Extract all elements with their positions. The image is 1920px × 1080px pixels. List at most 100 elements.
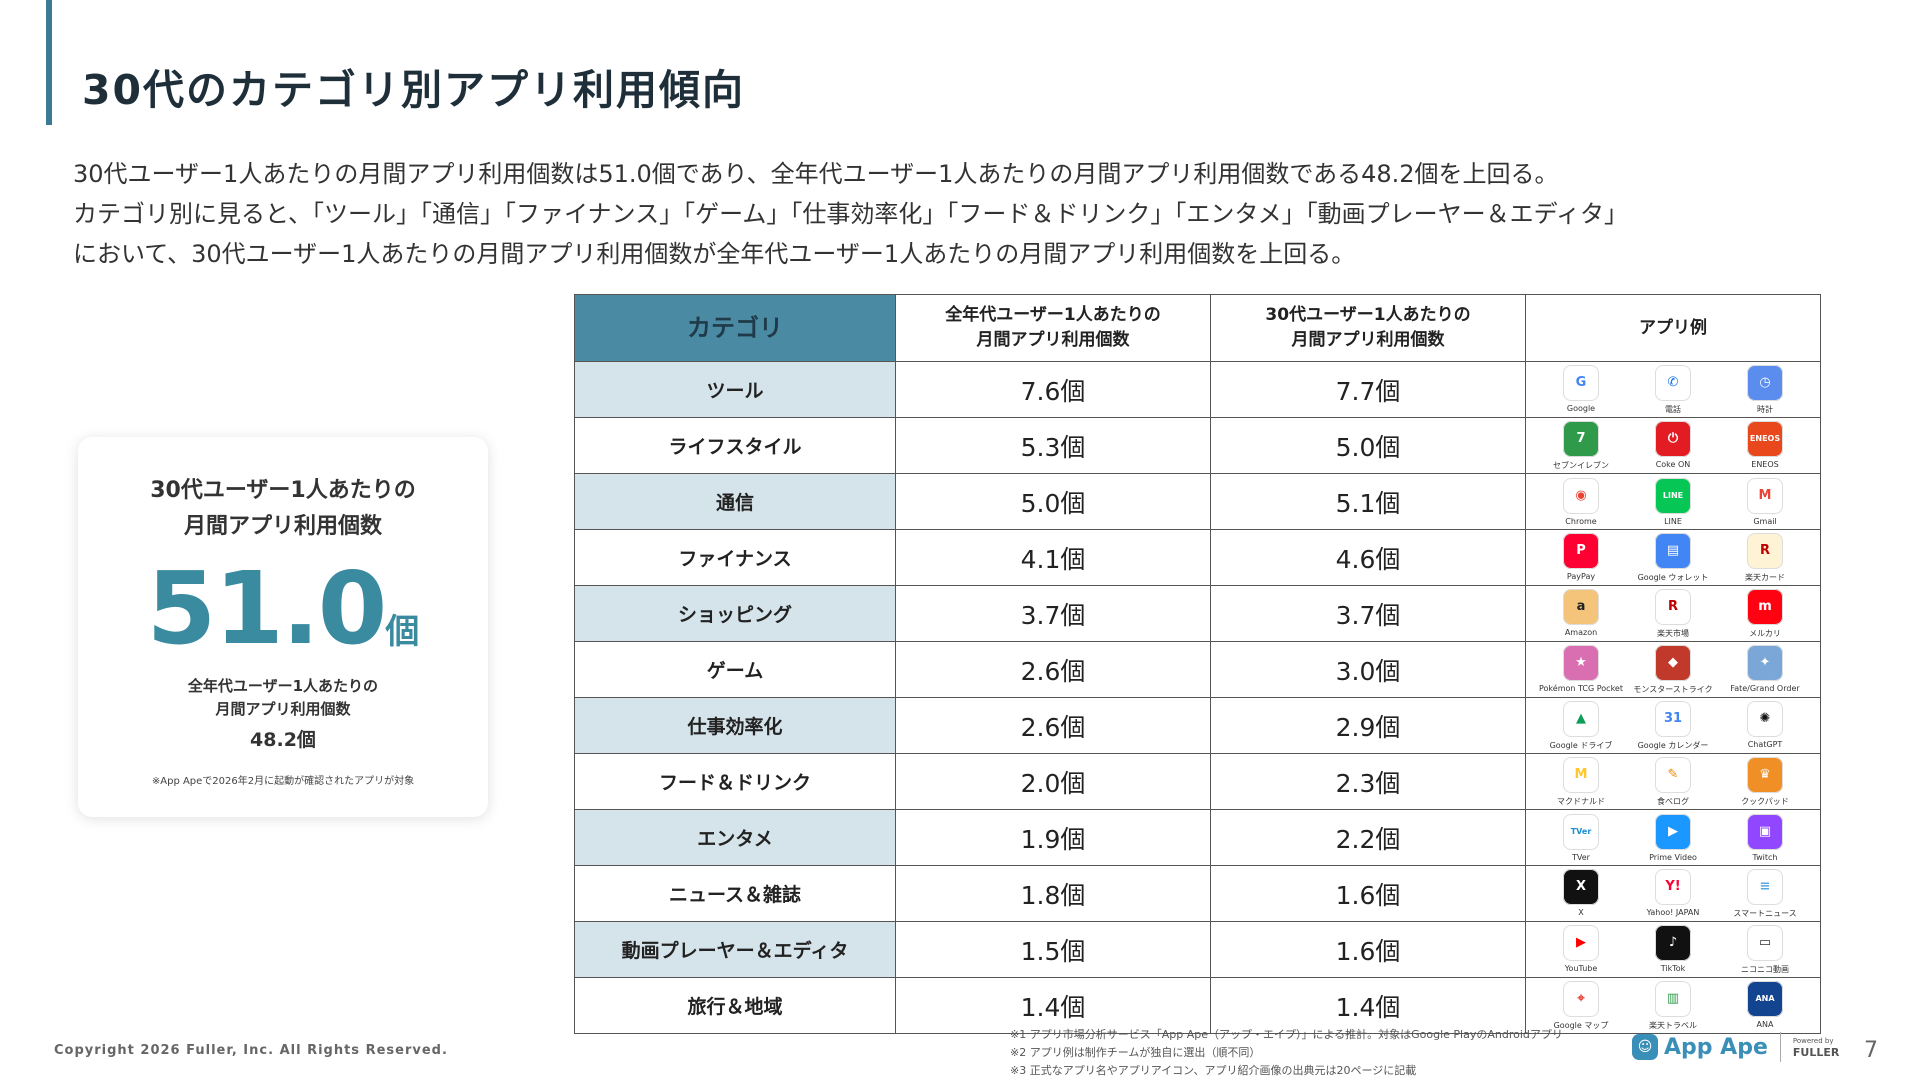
category-cell: ライフスタイル [574,417,896,474]
description-line: 30代ユーザー1人あたりの月間アプリ利用個数は51.0個であり、全年代ユーザー1… [73,160,1559,188]
age30-value: 2.3個 [1210,753,1526,810]
age30-value: 1.6個 [1210,921,1526,978]
fuller-logo: Powered by FULLER [1793,1035,1839,1059]
app-item: ▶ YouTube [1541,924,1621,973]
all-ages-value: 1.8個 [895,865,1211,922]
header-line: 月間アプリ利用個数 [976,330,1130,350]
age30-value: 4.6個 [1210,529,1526,586]
app-item: G Google [1541,364,1621,413]
app-item: ▤ Google ウォレット [1633,532,1713,583]
table-row: ニュース＆雑誌 1.8個 1.6個 X X Y! Yahoo! JAPAN ≡ スマートニュース [574,865,1821,922]
age30-value: 5.1個 [1210,473,1526,530]
apps-cell: a Amazon R 楽天市場 m メルカリ [1525,585,1821,642]
app-icon: ◉ [1563,477,1599,514]
app-icon: R [1655,588,1691,625]
all-ages-value: 7.6個 [895,361,1211,418]
category-cell: 旅行＆地域 [574,977,896,1034]
app-icon: TVer [1563,813,1599,850]
category-cell: 動画プレーヤー＆エディタ [574,921,896,978]
app-icon: P [1563,532,1599,569]
app-name: Chrome [1565,516,1597,526]
app-item: LINE LINE [1633,477,1713,526]
brand-logo: ☺ App Ape Powered by FULLER [1632,1032,1839,1062]
app-list: TVer TVer ▶ Prime Video ▣ Twitch [1527,813,1819,862]
apps-cell: X X Y! Yahoo! JAPAN ≡ スマートニュース [1525,865,1821,922]
category-cell: 通信 [574,473,896,530]
app-name: ENEOS [1751,459,1779,469]
card-sub-line: 全年代ユーザー1人あたりの [187,677,379,695]
header-line: 30代ユーザー1人あたりの [1265,305,1471,325]
app-name: Twitch [1752,852,1778,862]
app-icon: ▶ [1655,813,1691,850]
table-row: ショッピング 3.7個 3.7個 a Amazon R 楽天市場 m メルカリ [574,585,1821,642]
app-icon: ◆ [1655,644,1691,681]
apps-cell: ★ Pokémon TCG Pocket ◆ モンスターストライク ✦ Fate/Gran… [1525,641,1821,698]
card-label: 30代ユーザー1人あたりの 月間アプリ利用個数 [78,473,488,545]
app-item: ANA ANA [1725,980,1805,1029]
table-row: 旅行＆地域 1.4個 1.4個 ⌖ Google マップ ▥ 楽天トラベル ANA ANA [574,977,1821,1034]
app-item: ▥ 楽天トラベル [1633,980,1713,1031]
app-item: ≡ スマートニュース [1725,868,1805,919]
app-name: YouTube [1564,963,1598,973]
card-unit: 個 [385,612,420,652]
header-category: カテゴリ [574,294,896,362]
card-sub-label: 全年代ユーザー1人あたりの 月間アプリ利用個数 [78,675,488,721]
all-ages-value: 2.6個 [895,641,1211,698]
app-ape-logo-icon: ☺ [1632,1034,1658,1060]
app-icon: ▭ [1747,924,1783,961]
app-icon: ≡ [1747,868,1783,905]
page-number: 7 [1864,1038,1878,1063]
description-line: において、30代ユーザー1人あたりの月間アプリ利用個数が全年代ユーザー1人あたり… [73,240,1356,268]
app-name: Google [1566,403,1596,413]
app-name: Yahoo! JAPAN [1646,907,1700,917]
apps-cell: ▶ YouTube ♪ TikTok ▭ ニコニコ動画 [1525,921,1821,978]
app-list: P PayPay ▤ Google ウォレット R 楽天カード [1527,532,1819,583]
header-30s: 30代ユーザー1人あたりの 月間アプリ利用個数 [1210,294,1526,362]
app-icon: ♛ [1747,756,1783,793]
app-icon: 7 [1563,420,1599,457]
app-icon: ⌖ [1563,980,1599,1017]
app-item: P PayPay [1541,532,1621,581]
app-name: ChatGPT [1747,739,1783,749]
card-label-line: 30代ユーザー1人あたりの [150,478,416,503]
age30-value: 5.0個 [1210,417,1526,474]
app-list: M マクドナルド ✎ 食べログ ♛ クックパッド [1527,756,1819,807]
app-icon: ▣ [1747,813,1783,850]
app-name: 楽天市場 [1657,628,1689,638]
card-note: ※App Apeで2026年2月に起動が確認されたアプリが対象 [151,776,415,787]
app-item: a Amazon [1541,588,1621,637]
app-name: ANA [1756,1019,1774,1029]
app-item: R 楽天カード [1725,532,1805,583]
header-line: 月間アプリ利用個数 [1291,330,1445,350]
header-line: 全年代ユーザー1人あたりの [945,305,1161,325]
app-icon: ✦ [1747,644,1783,681]
app-item: TVer TVer [1541,813,1621,862]
powered-by-text: Powered by [1792,1037,1834,1045]
fuller-text: FULLER [1792,1046,1840,1059]
category-table: カテゴリ 全年代ユーザー1人あたりの 月間アプリ利用個数 30代ユーザー1人あた… [574,294,1821,1034]
app-name: Gmail [1753,516,1777,526]
footnotes: ※1 アプリ市場分析サービス「App Ape（アップ・エイプ）」による推計。対象… [1010,1026,1563,1080]
app-list: 7 セブンイレブン ⏻ Coke ON ENEOS ENEOS [1527,420,1819,471]
app-item: ♛ クックパッド [1725,756,1805,807]
app-item: ⌖ Google マップ [1541,980,1621,1031]
category-cell: フード＆ドリンク [574,753,896,810]
app-item: ✦ Fate/Grand Order [1725,644,1805,693]
copyright: Copyright 2026 Fuller, Inc. All Rights R… [54,1043,448,1058]
card-label-line: 月間アプリ利用個数 [183,514,382,539]
all-ages-value: 1.9個 [895,809,1211,866]
age30-value: 7.7個 [1210,361,1526,418]
app-item: ◉ Chrome [1541,477,1621,526]
app-item: ⏻ Coke ON [1633,420,1713,469]
app-name: メルカリ [1749,628,1781,638]
app-item: Y! Yahoo! JAPAN [1633,868,1713,917]
table-row: 仕事効率化 2.6個 2.9個 ▲ Google ドライブ 31 Google カレンダー ✺… [574,697,1821,754]
apps-cell: ◉ Chrome LINE LINE M Gmail [1525,473,1821,530]
app-icon: ▶ [1563,924,1599,961]
app-name: Google ウォレット [1637,572,1709,582]
all-ages-value: 3.7個 [895,585,1211,642]
title-accent-bar [46,0,52,125]
age30-value: 1.6個 [1210,865,1526,922]
app-list: ⌖ Google マップ ▥ 楽天トラベル ANA ANA [1527,980,1819,1031]
app-item: ✎ 食べログ [1633,756,1713,807]
